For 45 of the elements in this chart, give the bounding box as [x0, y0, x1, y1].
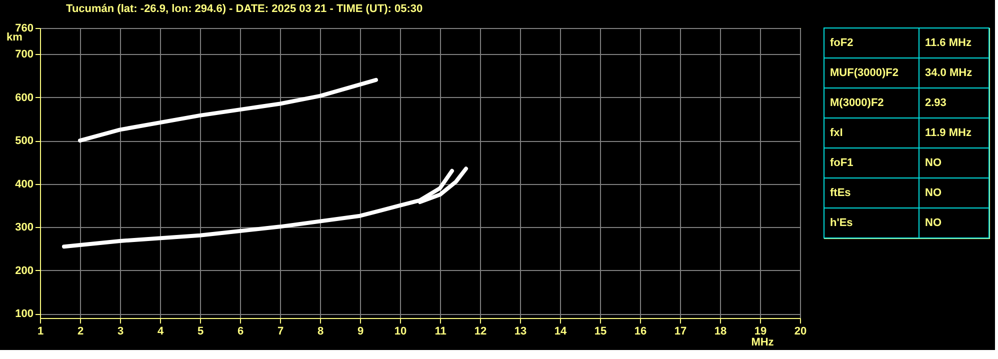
- y-tick-label: 100: [15, 308, 34, 320]
- x-tick-label: 11: [434, 326, 446, 338]
- text: NO: [925, 157, 942, 169]
- text: M(3000)F2: [830, 97, 884, 109]
- y-tick-label: 300: [15, 222, 34, 234]
- text: MUF(3000)F2: [830, 67, 898, 79]
- x-tick-label: 19: [754, 326, 767, 338]
- text: foF1: [830, 157, 854, 169]
- y-tick-label: 600: [15, 92, 34, 104]
- y-tick-label: 700: [15, 48, 34, 60]
- x-tick-label: 17: [674, 326, 687, 338]
- y-tick-label: 500: [15, 135, 34, 148]
- text: 11.6 MHz: [925, 37, 972, 49]
- text: NO: [925, 217, 942, 229]
- x-tick-label: 6: [237, 326, 244, 338]
- text: 2.93: [925, 97, 946, 109]
- x-tick-label: 3: [117, 326, 124, 338]
- text: ftEs: [830, 187, 851, 199]
- x-tick-label: 5: [197, 326, 204, 338]
- x-tick-label: 15: [594, 326, 607, 338]
- text: 34.0 MHz: [925, 67, 973, 79]
- text: 11.9 MHz: [925, 127, 972, 139]
- x-tick-label: 16: [634, 326, 647, 338]
- x-tick-label: 10: [394, 326, 407, 338]
- x-tick-label: 12: [474, 326, 487, 338]
- x-tick-label: 14: [554, 326, 568, 338]
- x-tick-label: 20: [794, 326, 807, 338]
- chart-title: Tucumán (lat: -26.9, lon: 294.6) - DATE: 2025 03 21 - TIME (UT): 05:30: [66, 3, 423, 15]
- y-tick-label: 400: [15, 178, 34, 190]
- x-tick-label: 4: [157, 326, 164, 338]
- x-tick-label: 2: [77, 326, 84, 338]
- y-axis-title: km: [6, 32, 23, 44]
- x-axis-title: MHz: [751, 336, 774, 348]
- x-tick-label: 7: [277, 326, 284, 338]
- x-tick-label: 1: [37, 326, 44, 338]
- x-tick-label: 9: [357, 326, 364, 338]
- y-tick-label: 200: [15, 264, 34, 277]
- text: h'Es: [830, 217, 853, 229]
- x-tick-label: 8: [317, 326, 324, 338]
- x-tick-label: 13: [514, 326, 527, 338]
- text: fxI: [830, 127, 843, 139]
- y-tick-label: 760: [15, 22, 34, 34]
- text: foF2: [830, 37, 854, 49]
- x-tick-label: 18: [714, 326, 727, 338]
- text: NO: [925, 187, 942, 199]
